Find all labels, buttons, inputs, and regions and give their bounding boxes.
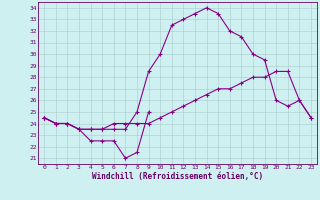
X-axis label: Windchill (Refroidissement éolien,°C): Windchill (Refroidissement éolien,°C) xyxy=(92,172,263,181)
